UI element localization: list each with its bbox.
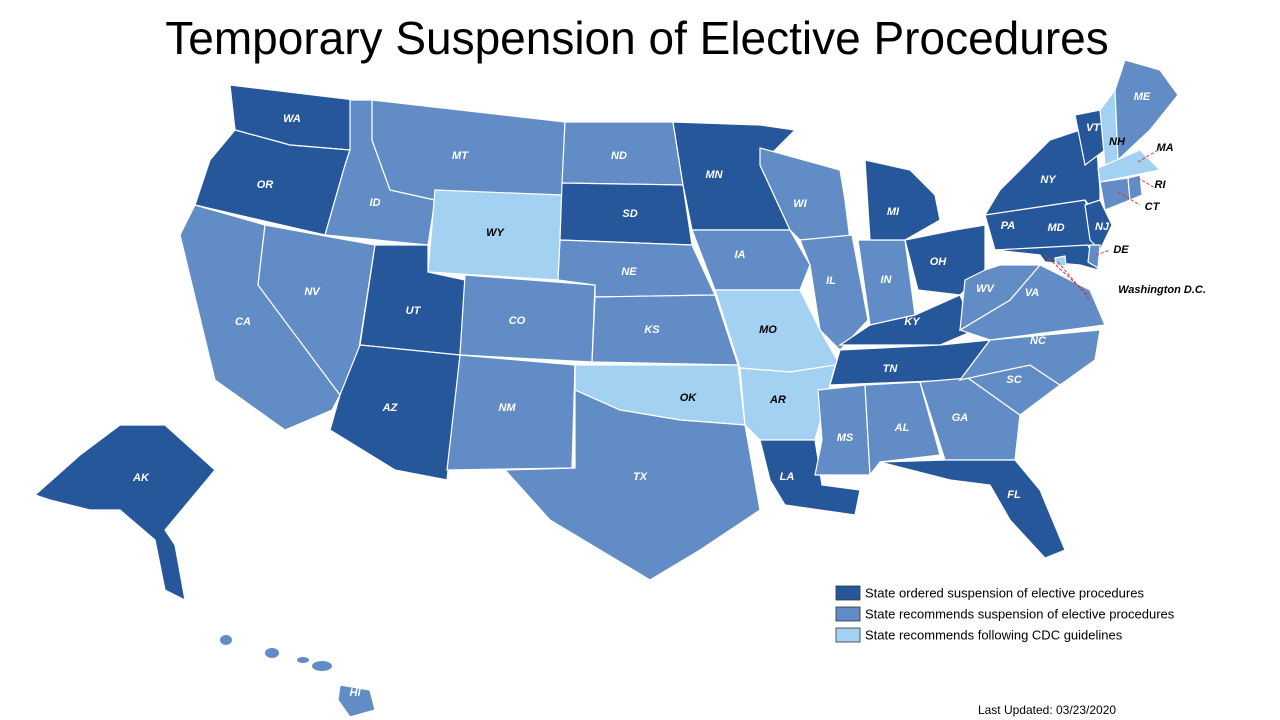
state-label: TX bbox=[633, 471, 648, 483]
state-label: IL bbox=[826, 275, 836, 287]
state-label: MO bbox=[759, 324, 777, 336]
state-label: NM bbox=[498, 402, 516, 414]
state-label: WA bbox=[283, 113, 301, 125]
state-label: ND bbox=[611, 150, 627, 162]
state-label: NH bbox=[1109, 136, 1126, 148]
state-label: TN bbox=[883, 363, 899, 375]
state-label: MA bbox=[1156, 142, 1173, 154]
state-label: MN bbox=[705, 169, 723, 181]
state bbox=[1127, 174, 1143, 201]
state-label: MI bbox=[887, 206, 900, 218]
state-label: LA bbox=[780, 471, 795, 483]
state-label: IN bbox=[881, 274, 893, 286]
states: WA OR CA NV ID MT WY UT AZ CO NM ND SD NE KS OK TX MN IA MO… bbox=[33, 59, 1206, 718]
state-label: MS bbox=[837, 432, 854, 444]
state-label: VT bbox=[1086, 122, 1101, 134]
state bbox=[959, 264, 1042, 332]
legend: State ordered suspension of elective pro… bbox=[835, 585, 1175, 643]
state-label: NE bbox=[621, 266, 637, 278]
state-label: PA bbox=[1001, 220, 1016, 232]
legend-swatch bbox=[835, 606, 861, 622]
state-label: CT bbox=[1145, 201, 1161, 213]
state bbox=[459, 274, 596, 363]
legend-swatch bbox=[835, 585, 861, 601]
hawaii-islands bbox=[220, 635, 332, 671]
legend-swatch bbox=[835, 627, 861, 643]
state bbox=[1087, 244, 1101, 270]
state-label: WY bbox=[486, 227, 505, 239]
state-label: AK bbox=[132, 472, 150, 484]
title: Temporary Suspension of Elective Procedu… bbox=[165, 12, 1108, 64]
state bbox=[1099, 177, 1131, 211]
state bbox=[879, 459, 1066, 559]
state bbox=[33, 424, 216, 602]
state-label: AR bbox=[769, 394, 786, 406]
state-label: AL bbox=[894, 422, 910, 434]
state-label: NV bbox=[304, 286, 321, 298]
state-label: MD bbox=[1047, 222, 1064, 234]
state-label: SD bbox=[622, 208, 637, 220]
state-label: ID bbox=[370, 197, 381, 209]
leader-lines bbox=[1044, 149, 1159, 301]
state bbox=[1054, 255, 1067, 267]
state-label: GA bbox=[952, 412, 969, 424]
state bbox=[759, 439, 861, 516]
state-label: AZ bbox=[382, 402, 399, 414]
state-label: WV bbox=[976, 283, 995, 295]
state-label: FL bbox=[1007, 489, 1021, 501]
state-label: MT bbox=[452, 150, 469, 162]
state-label: RI bbox=[1155, 179, 1167, 191]
state bbox=[503, 365, 761, 581]
state-label: NC bbox=[1030, 335, 1047, 347]
state-label: ME bbox=[1134, 91, 1151, 103]
state-label: VA bbox=[1025, 287, 1040, 299]
legend-label: State recommends suspension of elective … bbox=[865, 606, 1175, 621]
state bbox=[371, 99, 566, 201]
state-label: CO bbox=[509, 315, 526, 327]
state bbox=[337, 684, 376, 718]
state-label: HI bbox=[350, 687, 362, 699]
legend-label: State recommends following CDC guideline… bbox=[865, 627, 1123, 642]
state-label: OR bbox=[257, 179, 274, 191]
state-label: CA bbox=[235, 316, 251, 328]
legend-label: State ordered suspension of elective pro… bbox=[865, 585, 1144, 600]
state bbox=[994, 244, 1100, 271]
state bbox=[591, 294, 739, 366]
state-label: WI bbox=[793, 198, 807, 210]
state-label: SC bbox=[1006, 374, 1022, 386]
state bbox=[864, 381, 941, 477]
state bbox=[864, 159, 941, 241]
last-updated: Last Updated: 03/23/2020 bbox=[978, 703, 1116, 717]
state-label: OH bbox=[930, 256, 948, 268]
state-label: UT bbox=[406, 305, 422, 317]
state-label: NJ bbox=[1095, 221, 1110, 233]
state bbox=[814, 384, 871, 476]
state-label: KY bbox=[904, 316, 921, 328]
state-label: DE bbox=[1113, 244, 1129, 256]
state bbox=[919, 377, 1021, 461]
state-label: IA bbox=[735, 249, 746, 261]
state-label: KS bbox=[644, 324, 660, 336]
state bbox=[691, 229, 811, 291]
state bbox=[1084, 199, 1113, 252]
state-label: OK bbox=[680, 392, 698, 404]
state-label: NY bbox=[1040, 174, 1057, 186]
state-label: Washington D.C. bbox=[1118, 284, 1206, 296]
